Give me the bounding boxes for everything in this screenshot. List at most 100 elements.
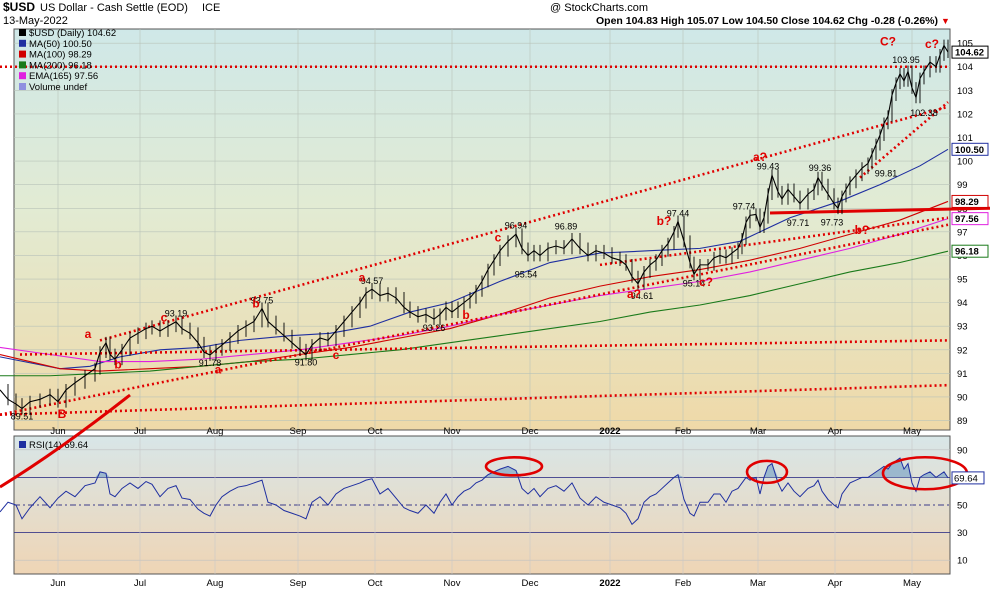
chart-date: 13-May-2022: [3, 15, 68, 27]
price-panel: [13, 28, 951, 431]
price-annotation: 93.26: [423, 323, 446, 333]
price-annotation: 97.71: [787, 218, 810, 228]
price-tag-label: 100.50: [955, 145, 984, 156]
legend-swatch: [19, 83, 26, 90]
red-arc-annotation: [0, 393, 131, 489]
wave-label: B: [58, 407, 67, 421]
rsi-legend-swatch: [19, 441, 26, 448]
ma-line-ema165: [0, 218, 949, 363]
legend-entry: Volume undef: [29, 82, 87, 93]
chart-symbol: $USD: [3, 0, 35, 14]
ma-line-ma200: [0, 250, 949, 377]
price-x-tick-label: Sep: [290, 426, 307, 437]
legend-entry: $USD (Daily) 104.62: [29, 28, 116, 39]
legend-swatch: [19, 39, 26, 47]
price-annotations: 89.51 93.19 91.78 93.75 91.80 94.57 93.26 96.94…: [11, 55, 938, 422]
price-tag-box: [951, 212, 989, 226]
price-x-tick-label: Jun: [50, 426, 65, 437]
ohlc-readout: Open 104.83 High 105.07 Low 104.50 Close…: [596, 15, 938, 27]
trend-line: [0, 383, 949, 416]
trend-line: [99, 105, 949, 342]
trend-line: [599, 216, 949, 267]
ma-line-ma100: [0, 200, 949, 372]
price-tick-label: 103: [957, 86, 973, 97]
price-tick-label: 99: [957, 180, 968, 191]
price-x-tick-label: May: [903, 426, 921, 437]
price-tag-label: 97.56: [955, 214, 979, 225]
rsi-value-tag: 69.64: [951, 471, 985, 485]
price-x-tick-label: Dec: [522, 426, 539, 437]
wave-label: b?: [657, 214, 672, 228]
price-grid: [14, 29, 950, 430]
price-tick-label: 94: [957, 298, 968, 309]
price-tag-label: 98.29: [955, 197, 979, 208]
wave-label: a?: [627, 287, 641, 301]
price-annotation: 95.14: [683, 279, 706, 289]
price-tags: 104.62 100.50 98.29 97.56 96.18: [951, 45, 989, 258]
bottom-x-tick-label: Aug: [207, 578, 224, 589]
bottom-x-tick-label: Oct: [368, 578, 383, 589]
price-tag-label: 96.18: [955, 247, 979, 258]
wave-labels: Ba b c a b c a b c a? b? c? a? b? C? c?: [58, 35, 939, 422]
price-tick-label: 105: [957, 39, 973, 50]
price-annotation: 99.36: [809, 163, 832, 173]
trend-line: [859, 101, 949, 179]
price-tick-label: 104: [957, 62, 973, 73]
trend-lines: [0, 65, 990, 416]
price-annotation: 96.94: [505, 220, 528, 230]
chart-watermark: @ StockCharts.com: [550, 2, 648, 14]
wave-label: c: [333, 348, 340, 362]
chg-down-arrow-icon: ▼: [941, 16, 950, 26]
rsi-legend: RSI(14) 69.64: [19, 440, 88, 451]
price-tick-label: 102: [957, 109, 973, 120]
price-x-tick-label: Jul: [134, 426, 146, 437]
rsi-highlight-circle: [484, 456, 544, 477]
wave-label: b?: [855, 223, 870, 237]
bottom-x-tick-label: Mar: [750, 578, 766, 589]
price-annotation: 95.54: [515, 269, 538, 279]
price-tick-label: 91: [957, 369, 968, 380]
rsi-legend-label: RSI(14) 69.64: [29, 440, 88, 451]
rsi-tag-label: 69.64: [954, 473, 978, 484]
bottom-x-tick-label: May: [903, 578, 921, 589]
legend-swatch: [19, 29, 26, 36]
price-tick-label: 93: [957, 322, 968, 333]
chart-name: US Dollar - Cash Settle (EOD): [40, 2, 188, 14]
price-annotation: 99.81: [875, 169, 898, 179]
price-tick-label: 101: [957, 133, 973, 144]
bottom-x-tick-label: Nov: [444, 578, 461, 589]
wave-label: c: [161, 310, 168, 324]
wave-label: c?: [925, 37, 939, 51]
bottom-x-tick-label: Sep: [290, 578, 307, 589]
price-tag-box: [951, 142, 989, 156]
wave-label: a: [85, 327, 92, 341]
chart-exchange: ICE: [202, 2, 220, 14]
price-annotation: 103.95: [892, 55, 920, 65]
wave-label: b: [252, 296, 259, 310]
price-x-tick-label: Mar: [750, 426, 766, 437]
bottom-x-tick-label: 2022: [599, 578, 620, 589]
price-series: [0, 39, 949, 415]
price-tag-box: [951, 45, 989, 59]
price-tick-label: 90: [957, 392, 968, 403]
legend-entry: MA(50) 100.50: [29, 39, 92, 50]
price-annotation: 89.51: [11, 412, 34, 422]
price-annotation: 91.78: [199, 358, 222, 368]
price-x-tick-label: Oct: [368, 426, 383, 437]
price-tag-label: 104.62: [955, 48, 984, 59]
wave-label: C?: [880, 35, 896, 49]
price-x-tick-label: 2022: [599, 426, 620, 437]
rsi-tick-label: 30: [957, 528, 968, 539]
price-annotation: 96.89: [555, 221, 578, 231]
price-annotation: 102.38: [910, 108, 938, 118]
bottom-x-axis: Jun Jul Aug Sep Oct Nov Dec 2022 Feb Mar Apr May: [50, 578, 921, 589]
price-annotation: 94.57: [361, 276, 384, 286]
wave-label: c: [495, 230, 502, 244]
wave-label: a: [215, 362, 222, 376]
bottom-x-tick-label: Dec: [522, 578, 539, 589]
price-y-axis: 8990919293949596979899100101102103104105…: [50, 39, 973, 437]
price-tick-label: 100: [957, 157, 973, 168]
price-annotation: 97.74: [733, 201, 756, 211]
